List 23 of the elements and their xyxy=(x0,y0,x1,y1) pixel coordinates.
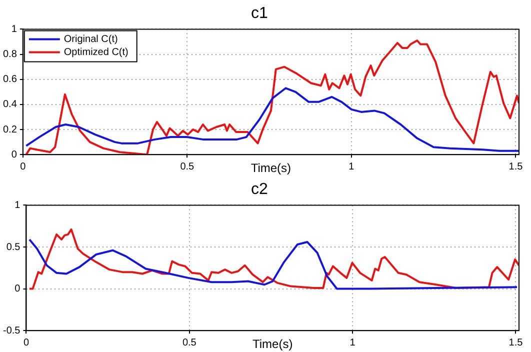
x-tick-label: 1.5 xyxy=(508,161,524,172)
x-axis-title: Time(s) xyxy=(252,337,293,352)
y-tick-label: 0.2 xyxy=(2,124,18,136)
x-tick-label: 0.5 xyxy=(182,337,197,348)
y-tick-label: 0.6 xyxy=(2,74,18,86)
x-axis-title: Time(s) xyxy=(250,161,292,176)
x-tick-label: 1.5 xyxy=(508,337,524,348)
x-tick-label: 1 xyxy=(350,337,356,348)
y-tick-label: 0 xyxy=(11,149,18,160)
x-tick-label: 0.5 xyxy=(180,161,195,172)
x-tick-label: 0 xyxy=(23,337,30,348)
y-tick-label: 0.8 xyxy=(2,49,18,60)
y-tick-label: 0.5 xyxy=(6,242,21,253)
legend-label: Optimized C(t) xyxy=(64,46,128,58)
y-tick-label: 1 xyxy=(11,24,18,35)
y-tick-label: 0 xyxy=(14,284,21,295)
chart-title: c1 xyxy=(251,5,268,22)
legend-label: Original C(t) xyxy=(64,34,118,45)
x-tick-label: 1 xyxy=(348,161,355,172)
y-tick-label: 1 xyxy=(14,200,21,211)
y-tick-label: -0.5 xyxy=(2,325,21,336)
chart-title: c2 xyxy=(251,181,268,198)
y-tick-label: 0.4 xyxy=(2,99,18,110)
